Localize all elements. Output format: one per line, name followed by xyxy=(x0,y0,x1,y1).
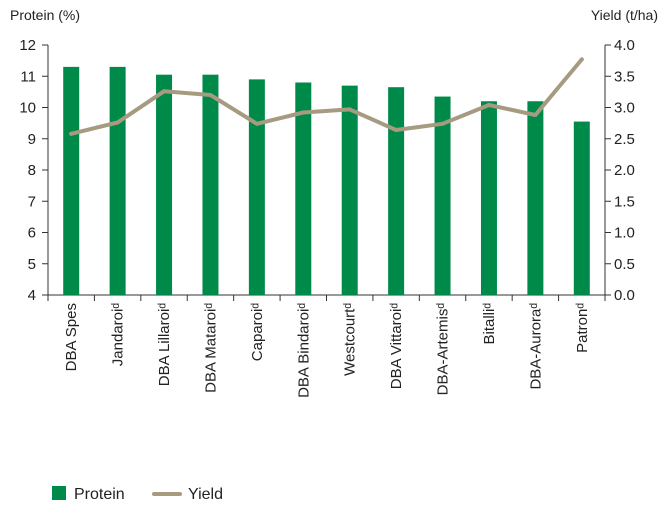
yield-point xyxy=(347,107,352,112)
right-tick-label: 1.0 xyxy=(614,225,635,242)
left-axis-title: Protein (%) xyxy=(10,7,80,23)
protein-bar xyxy=(527,101,544,295)
right-tick-label: 0.0 xyxy=(614,287,635,304)
category-label: Caparoiᵈ xyxy=(249,303,266,362)
yield-point xyxy=(440,121,445,126)
protein-bar xyxy=(156,74,173,295)
protein-bar xyxy=(202,74,219,295)
yield-point xyxy=(301,110,306,115)
category-label: Bitalliᵈ xyxy=(481,303,498,345)
category-label: DBA Spes xyxy=(63,303,80,371)
protein-bar xyxy=(109,66,126,295)
left-tick-label: 10 xyxy=(19,100,36,117)
category-label: DBA Lillaroiᵈ xyxy=(156,303,173,387)
yield-line xyxy=(69,57,584,136)
protein-bar xyxy=(480,101,497,295)
category-label: DBA Mataroiᵈ xyxy=(202,303,219,393)
protein-bar xyxy=(341,85,358,295)
left-tick-label: 9 xyxy=(28,131,36,148)
protein-bar xyxy=(248,79,265,295)
plot-area: 12 11 10 9 8 7 6 5 4 4.0 3.5 3.0 2.5 2.0 1.5 1.0 0.5 0.0 D… xyxy=(19,37,635,398)
right-tick-label: 3.0 xyxy=(614,100,635,117)
protein-bar xyxy=(295,82,312,295)
left-tick-label: 5 xyxy=(28,256,36,273)
protein-bar xyxy=(63,66,80,295)
yield-point xyxy=(486,103,491,107)
category-label: DBA Bindaroiᵈ xyxy=(295,303,312,398)
category-label: Jandaroiᵈ xyxy=(110,303,127,367)
right-tick-label: 3.5 xyxy=(614,68,635,85)
right-axis-title: Yield (t/ha) xyxy=(591,7,658,23)
right-tick-label: 1.5 xyxy=(614,193,635,210)
legend-protein-label: Protein xyxy=(74,486,125,503)
left-tick-label: 11 xyxy=(20,68,36,85)
category-label: DBA-Auroraᵈ xyxy=(527,303,544,390)
legend-protein-swatch xyxy=(52,486,66,500)
category-label: Patronᵈ xyxy=(574,303,591,353)
protein-bar xyxy=(434,96,451,295)
yield-point xyxy=(162,89,167,94)
protein-bar xyxy=(573,121,590,295)
yield-point xyxy=(533,113,538,117)
left-tick-label: 4 xyxy=(28,287,36,304)
right-tick-label: 0.5 xyxy=(614,256,635,273)
category-label: DBA-Artemisᵈ xyxy=(435,303,452,396)
yield-point xyxy=(69,131,74,136)
right-tick-label: 4.0 xyxy=(614,37,635,54)
yield-point xyxy=(208,93,213,97)
left-tick-label: 8 xyxy=(28,162,36,179)
legend: Protein Yield xyxy=(52,486,223,503)
left-tick-label: 12 xyxy=(19,37,36,54)
legend-yield-label: Yield xyxy=(188,486,223,503)
yield-point xyxy=(579,57,584,62)
category-label: Westcourtᵈ xyxy=(342,303,359,376)
left-tick-label: 7 xyxy=(28,193,36,210)
yield-point xyxy=(115,120,120,125)
right-tick-label: 2.5 xyxy=(614,131,635,148)
yield-point xyxy=(254,121,259,126)
protein-bar xyxy=(388,87,405,295)
left-tick-label: 6 xyxy=(28,225,36,242)
category-label: DBA Vittaroiᵈ xyxy=(388,303,405,390)
yield-point xyxy=(394,128,399,132)
right-tick-label: 2.0 xyxy=(614,162,635,179)
